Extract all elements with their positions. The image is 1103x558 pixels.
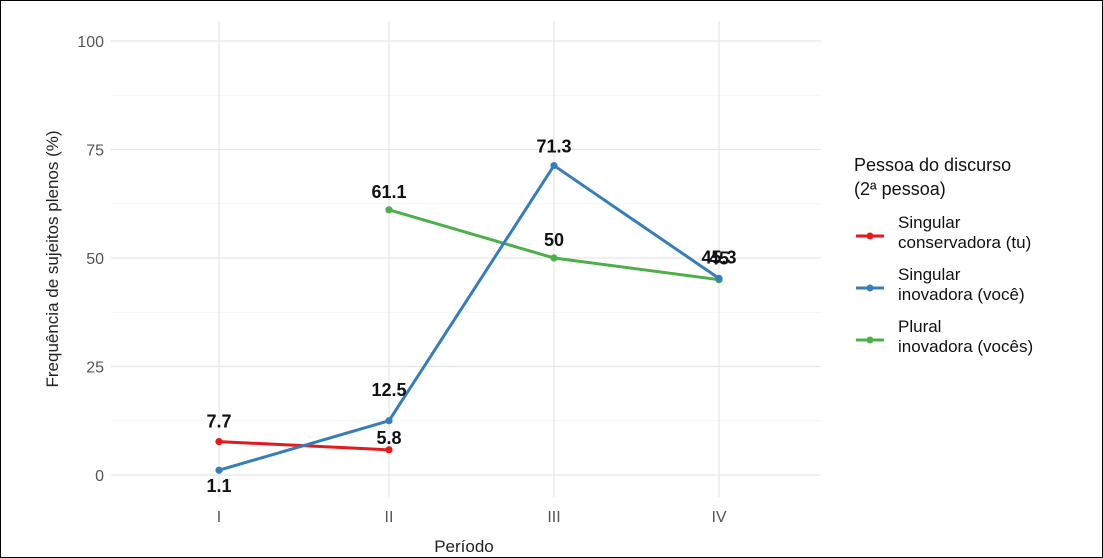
y-tick-label: 50 <box>86 251 104 268</box>
series-lines <box>218 164 720 472</box>
x-tick-label: IV <box>711 509 726 526</box>
data-label: 71.3 <box>536 137 571 157</box>
legend-label: inovadora (você) <box>898 285 1025 304</box>
legend-label: Singular <box>898 213 961 232</box>
y-tick-label: 75 <box>86 143 104 160</box>
x-tick-label: I <box>217 509 221 526</box>
data-label: 12.5 <box>371 380 406 400</box>
y-axis-ticks: 0 25 50 75 100 <box>77 34 104 485</box>
data-label: 1.1 <box>206 476 231 496</box>
x-axis-ticks: I II III IV <box>217 509 727 526</box>
data-point <box>385 446 393 454</box>
legend-label: conservadora (tu) <box>898 233 1031 252</box>
x-axis-title: Período <box>434 537 494 556</box>
y-tick-label: 0 <box>95 468 104 485</box>
y-axis-title: Frequência de sujeitos plenos (%) <box>43 130 62 387</box>
data-point <box>385 206 393 214</box>
data-label: 7.7 <box>206 412 231 432</box>
data-point <box>550 161 558 170</box>
legend-label: Plural <box>898 317 941 336</box>
legend-title-line1: Pessoa do discurso <box>854 155 1011 175</box>
x-tick-label: II <box>385 509 394 526</box>
data-point <box>385 417 393 425</box>
data-labels: 7.7 5.8 1.1 12.5 71.3 45.3 61.1 50 45 <box>206 137 736 497</box>
data-point <box>715 274 723 282</box>
legend-label: Singular <box>898 265 961 284</box>
data-label: 5.8 <box>376 428 401 448</box>
y-tick-label: 25 <box>86 360 104 377</box>
data-point <box>550 254 558 262</box>
data-points <box>215 161 723 474</box>
legend-key-point <box>866 284 874 292</box>
series-line <box>218 164 720 472</box>
legend-label: inovadora (vocês) <box>898 337 1033 356</box>
grid <box>111 21 821 497</box>
legend-title-line2: (2ª pessoa) <box>854 179 946 199</box>
data-label: 50 <box>544 230 564 250</box>
legend-key-point <box>866 336 874 344</box>
legend: Pessoa do discurso (2ª pessoa) Singularc… <box>854 155 1033 356</box>
data-label: 45.3 <box>701 247 736 267</box>
data-point <box>215 466 223 474</box>
legend-key-point <box>866 232 874 240</box>
data-label: 61.1 <box>371 182 406 202</box>
data-point <box>215 437 223 446</box>
data-label: 45 <box>709 249 729 269</box>
y-tick-label: 100 <box>77 34 104 51</box>
x-tick-label: III <box>547 509 560 526</box>
